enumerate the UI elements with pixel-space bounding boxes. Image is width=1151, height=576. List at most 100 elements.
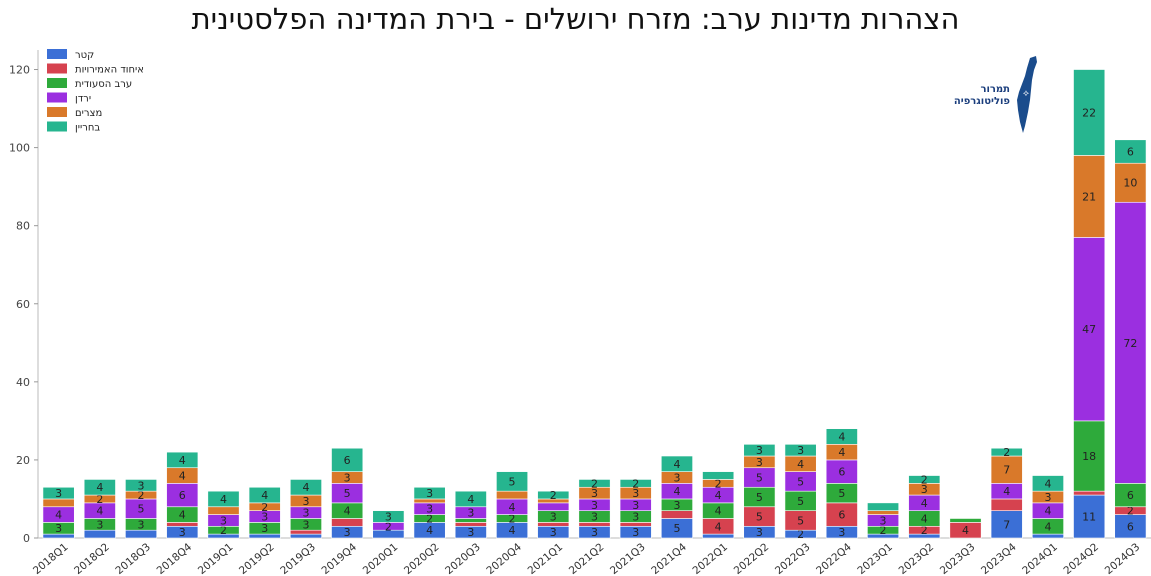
bar-segment [1073,494,1106,539]
data-label: 3 [756,456,763,469]
x-tick-label: 2020Q1 [361,541,401,576]
data-label: 22 [1082,106,1096,119]
data-label: 4 [261,489,268,502]
data-label: 3 [632,526,639,539]
x-tick-label: 2024Q2 [1061,541,1101,576]
x-tick-label: 2024Q1 [1020,541,1060,576]
x-tick-label: 2021Q2 [567,541,607,576]
data-label: 4 [715,520,722,533]
bar-segment [1031,475,1064,492]
bar-segment [331,518,364,527]
data-label: 3 [385,511,392,524]
data-label: 4 [509,501,516,514]
data-label: 3 [673,499,680,512]
bar-segment [660,455,693,472]
data-label: 3 [632,511,639,524]
bar-segment [289,479,322,496]
data-label: 4 [715,505,722,518]
x-axis: 2018Q1 2018Q2 2018Q3 2018Q4 2019Q1 2019Q2 2019… [31,541,1142,576]
bar-segment [619,479,652,488]
data-label: 2 [220,524,227,537]
data-label: 4 [838,430,845,443]
data-label: 6 [838,466,845,479]
bar-segment [990,498,1023,511]
x-tick-label: 2020Q3 [443,541,483,576]
data-label: 47 [1082,323,1096,336]
bar-segment [1073,490,1106,496]
bar-segment [125,479,158,492]
data-label: 4 [1044,520,1051,533]
legend[interactable]: קטר איחוד האמירויות ערב הסעודית ירדן מצרים בח… [47,49,144,134]
data-label: 3 [591,511,598,524]
data-label: 2 [715,477,722,490]
bar-segment [166,451,199,469]
data-label: 3 [467,526,474,539]
data-label: 4 [96,505,103,518]
y-tick-label: 40 [16,376,30,389]
data-label: 21 [1082,190,1096,203]
x-tick-label: 2023Q4 [979,541,1019,576]
bar-segment [1114,139,1147,164]
data-label: 2 [96,493,103,506]
data-label: 3 [179,526,186,539]
bar-segment [949,518,982,523]
legend-swatch [47,107,67,117]
data-label: 3 [302,507,309,520]
bar-segment [660,510,693,519]
data-label: 4 [838,446,845,459]
bar-segment [248,486,281,504]
data-label: 4 [179,454,186,467]
data-label: 3 [138,518,145,531]
legend-label: ערב הסעודית [75,79,132,90]
data-label: 6 [838,509,845,522]
legend-swatch [47,63,67,74]
data-label: 18 [1082,450,1096,463]
data-label: 4 [921,512,928,525]
data-label: 5 [756,511,763,524]
chart-title: הצהרות מדינות ערב: מזרח ירושלים - בירת ה… [191,2,960,36]
logo: תמרור פוליטוגרפיה ⟡ [946,56,1050,136]
bar-segment [1073,69,1106,156]
data-label: 3 [797,444,804,457]
bar-segment [331,447,364,472]
data-label: 3 [838,526,845,539]
x-tick-label: 2023Q2 [897,541,937,576]
data-label: 5 [673,522,680,535]
data-label: 4 [302,481,309,494]
y-tick-label: 80 [16,220,30,233]
data-label: 4 [467,493,474,506]
svg-text:⟡: ⟡ [1023,89,1029,99]
bar-segment [990,510,1023,539]
data-label: 5 [838,487,845,500]
legend-swatch [47,92,67,103]
data-label: 4 [673,485,680,498]
data-label: 10 [1123,177,1137,190]
bar-segment [207,506,240,515]
bar-segment [1073,420,1106,492]
data-label: 2 [1003,446,1010,459]
data-label: 3 [756,444,763,457]
x-tick-label: 2022Q2 [732,541,772,576]
data-label: 4 [962,524,969,537]
data-label: 5 [797,475,804,488]
data-label: 4 [1044,505,1051,518]
data-label: 4 [344,505,351,518]
data-label: 3 [426,487,433,500]
data-label: 7 [1003,464,1010,477]
bar-segment [990,447,1023,457]
data-label: 3 [880,514,887,527]
data-label: 4 [179,509,186,522]
bar-segment [125,529,158,539]
data-label: 4 [1003,485,1010,498]
data-label: 4 [426,524,433,537]
data-label: 2 [880,524,887,537]
data-label: 4 [797,458,804,471]
bar-segment [166,522,199,527]
data-label: 6 [1127,146,1134,159]
legend-swatch [47,78,67,88]
data-label: 3 [591,487,598,500]
data-label: 3 [261,522,268,535]
data-label: 3 [591,499,598,512]
data-label: 3 [756,526,763,539]
data-label: 4 [96,481,103,494]
